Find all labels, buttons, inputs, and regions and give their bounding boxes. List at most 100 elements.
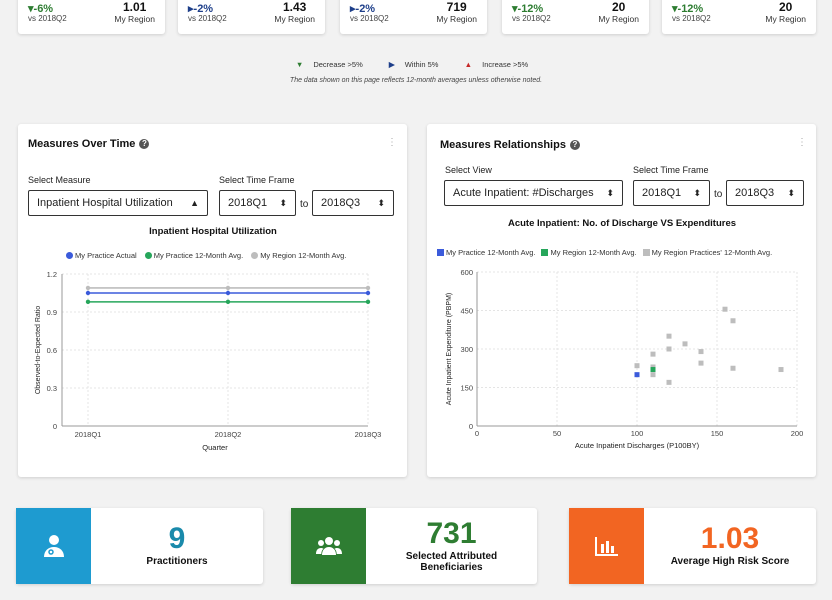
data-point xyxy=(225,285,231,291)
from-quarter-select[interactable]: 2018Q1 ⬍ xyxy=(633,180,710,206)
scatter-point xyxy=(650,367,656,373)
beneficiaries-value: 731 xyxy=(426,517,477,550)
y-axis-label: Observed-to-Expected Ratio xyxy=(35,306,42,394)
change-legend: ▼ Decrease >5% ▶ Within 5% ▲ Increase >5… xyxy=(0,60,832,69)
chart-title: Inpatient Hospital Utilization xyxy=(149,226,277,237)
practitioners-value: 9 xyxy=(168,522,186,556)
data-point xyxy=(365,299,371,305)
help-icon[interactable]: ? xyxy=(569,140,580,150)
scatter-point xyxy=(666,333,672,339)
kebab-menu-icon[interactable]: ⋮ xyxy=(797,137,807,148)
scatter-point xyxy=(778,367,784,373)
time-frame-label: Select Time Frame xyxy=(633,165,709,175)
scatter-point xyxy=(634,372,640,378)
kpi-vs: vs 2018Q2 xyxy=(672,13,711,23)
beneficiaries-card: 731 Selected Attributed Beneficiaries xyxy=(291,508,537,584)
legend-increase: Increase >5% xyxy=(482,60,529,69)
to-word: to xyxy=(714,189,723,200)
y-tick-label: 1.2 xyxy=(47,270,57,279)
risk-score-value: 1.03 xyxy=(700,522,760,556)
legend-dot xyxy=(251,252,259,259)
data-point xyxy=(85,290,91,296)
to-quarter-select[interactable]: 2018Q3 ⬍ xyxy=(312,190,394,216)
x-tick-label: 100 xyxy=(631,429,644,438)
legend-dot xyxy=(144,252,152,259)
increase-arrow-icon: ▲ xyxy=(464,60,473,69)
kpi-region-value: 719 xyxy=(446,0,467,15)
kpi-change: ▸-2% xyxy=(188,2,214,15)
kpi-vs: vs 2018Q2 xyxy=(512,13,551,23)
x-tick-label: 50 xyxy=(553,429,561,438)
chart-title: Acute Inpatient: No. of Discharge VS Exp… xyxy=(507,218,737,229)
x-tick-label: 150 xyxy=(711,429,724,438)
data-point xyxy=(85,285,91,291)
data-point xyxy=(85,299,91,305)
y-tick-label: 0 xyxy=(53,422,57,431)
chart-legend: My Practice 12-Month Avg. My Region 12-M… xyxy=(437,248,772,257)
kpi-card-2: ▸-2% vs 2018Q2 1.43 My Region xyxy=(178,0,325,34)
kpi-region-label: My Region xyxy=(274,14,315,25)
scatter-point xyxy=(650,364,656,370)
updown-arrow-icon: ⬍ xyxy=(377,197,385,208)
legend-square xyxy=(437,249,444,256)
updown-arrow-icon: ▲ xyxy=(190,198,199,208)
select-view-label: Select View xyxy=(445,165,492,175)
kpi-card-1: ▾-6% vs 2018Q2 1.01 My Region xyxy=(18,0,165,34)
x-axis-label: Acute Inpatient Discharges (P100BY) xyxy=(575,441,700,450)
y-tick-label: 0 xyxy=(469,422,473,431)
kpi-change: ▾-6% xyxy=(28,2,54,15)
practitioners-label: Practitioners xyxy=(146,556,208,568)
kpi-region-value: 1.01 xyxy=(123,0,147,15)
scatter-point xyxy=(634,363,640,369)
updown-arrow-icon: ⬍ xyxy=(693,187,701,198)
x-tick-label: 2018Q1 xyxy=(75,430,102,439)
beneficiaries-label: Selected Attributed Beneficiaries xyxy=(405,551,498,573)
kebab-menu-icon[interactable]: ⋮ xyxy=(387,137,397,148)
kpi-change: ▾-12% xyxy=(672,2,704,15)
data-point xyxy=(225,290,231,296)
x-tick-label: 2018Q2 xyxy=(215,430,242,439)
kpi-change: ▾-12% xyxy=(512,2,544,15)
icon-tile xyxy=(569,508,644,584)
y-tick-label: 300 xyxy=(460,345,473,354)
select-measure-label: Select Measure xyxy=(28,175,91,185)
measure-select[interactable]: Inpatient Hospital Utilization ▲ xyxy=(28,190,208,216)
scatter-point xyxy=(666,379,672,385)
kpi-card-3: ▸-2% vs 2018Q2 719 My Region xyxy=(340,0,487,34)
chart-legend: My Practice Actual My Practice 12-Month … xyxy=(66,251,346,260)
y-tick-label: 600 xyxy=(460,268,473,277)
data-point xyxy=(225,299,231,305)
to-word: to xyxy=(300,199,309,210)
to-quarter-select[interactable]: 2018Q3 ⬍ xyxy=(726,180,804,206)
panel-title: Measures Relationships? xyxy=(440,139,580,151)
updown-arrow-icon: ⬍ xyxy=(279,197,287,208)
bar-chart-icon xyxy=(594,537,618,556)
from-quarter-select[interactable]: 2018Q1 ⬍ xyxy=(219,190,296,216)
scatter-point xyxy=(722,306,728,312)
kpi-region-value: 20 xyxy=(779,0,793,15)
kpi-region-value: 1.43 xyxy=(283,0,307,15)
users-icon xyxy=(315,537,342,555)
scatter-chart: 0 150 300 450 600 0 50 100 150 200 Acute Inpatient… xyxy=(446,268,803,450)
page-note: The data shown on this page reflects 12-… xyxy=(289,77,543,84)
kpi-region-value: 20 xyxy=(612,0,626,15)
doctor-icon xyxy=(43,535,64,557)
y-tick-label: 450 xyxy=(460,307,473,316)
panel-title: Measures Over Time? xyxy=(28,138,150,150)
scatter-point xyxy=(666,346,672,352)
scatter-point xyxy=(682,341,688,347)
x-tick-label: 2018Q3 xyxy=(355,430,382,439)
scatter-point xyxy=(730,365,736,371)
scatter-point xyxy=(650,372,656,378)
risk-score-label: Average High Risk Score xyxy=(670,556,790,568)
help-icon[interactable]: ? xyxy=(139,139,150,149)
kpi-region-label: My Region xyxy=(598,14,639,25)
icon-tile xyxy=(16,508,91,584)
x-axis-label: Quarter xyxy=(202,443,228,452)
updown-arrow-icon: ⬍ xyxy=(606,187,614,198)
kpi-vs: vs 2018Q2 xyxy=(350,13,389,23)
view-select[interactable]: Acute Inpatient: #Discharges ⬍ xyxy=(444,180,623,206)
data-point xyxy=(365,290,371,296)
y-axis-label: Acute Inpatient Expenditure (PBPM) xyxy=(446,293,453,405)
legend-square xyxy=(642,249,650,256)
